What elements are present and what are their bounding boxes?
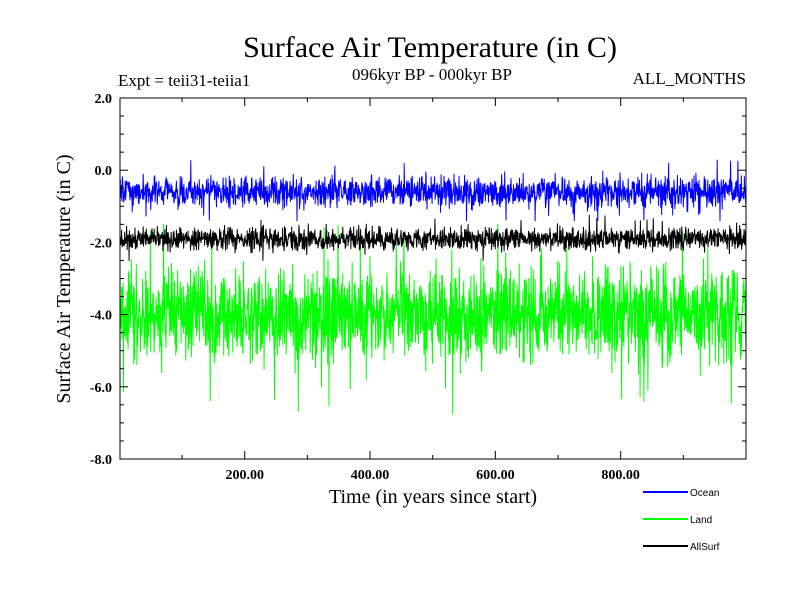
chart-title: Surface Air Temperature (in C) <box>243 31 617 64</box>
legend: Ocean Land AllSurf <box>643 488 720 553</box>
months-header: ALL_MONTHS <box>633 69 746 88</box>
series-line-land <box>120 223 746 415</box>
y-axis-label: Surface Air Temperature (in C) <box>53 154 75 403</box>
y-tick-label: -8.0 <box>90 453 112 468</box>
x-axis: 200.00 400.00 600.00 800.00 <box>181 98 684 483</box>
legend-label-land: Land <box>690 515 712 526</box>
legend-label-ocean: Ocean <box>690 488 719 499</box>
y-tick-label: -2.0 <box>90 236 112 251</box>
y-tick-label: -4.0 <box>90 309 112 324</box>
expt-header: Expt = teii31-teiia1 <box>118 71 250 90</box>
x-tick-label: 800.00 <box>601 468 640 483</box>
series-layer <box>120 159 746 415</box>
chart-subtitle: 096kyr BP - 000kyr BP <box>352 65 512 84</box>
y-tick-label: -6.0 <box>90 381 112 396</box>
x-tick-label: 400.00 <box>351 468 390 483</box>
legend-label-allsurf: AllSurf <box>690 542 720 553</box>
x-tick-label: 200.00 <box>225 468 264 483</box>
y-tick-label: 0.0 <box>95 164 113 179</box>
series-line-allsurf <box>120 214 746 261</box>
y-tick-label: 2.0 <box>95 92 113 107</box>
x-tick-label: 600.00 <box>476 468 515 483</box>
y-axis: 2.0 0.0 -2.0 -4.0 -6.0 -8.0 <box>90 92 746 468</box>
x-axis-label: Time (in years since start) <box>329 486 537 508</box>
series-line-ocean <box>120 159 746 222</box>
